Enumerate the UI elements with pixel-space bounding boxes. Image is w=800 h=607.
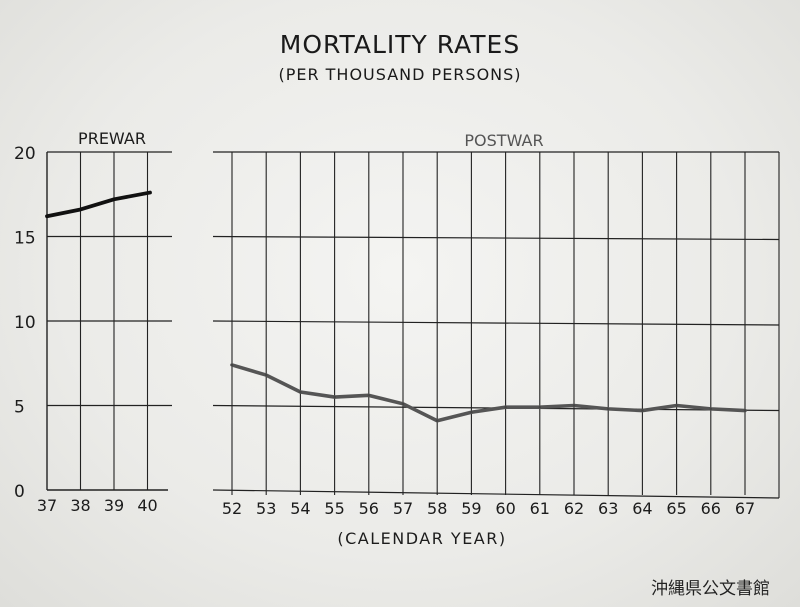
postwar-panel-label: POSTWAR bbox=[464, 131, 543, 150]
postwar-data-point bbox=[538, 405, 541, 409]
postwar-data-point bbox=[709, 407, 712, 411]
x-axis-title: (CALENDAR YEAR) bbox=[337, 529, 506, 548]
postwar-x-tick-label: 60 bbox=[495, 499, 515, 518]
chart-title: MORTALITY RATES bbox=[279, 30, 521, 59]
chart-subtitle: (PER THOUSAND PERSONS) bbox=[278, 65, 522, 84]
postwar-data-point bbox=[572, 404, 576, 407]
postwar-x-tick-label: 55 bbox=[324, 499, 344, 518]
postwar-data-point bbox=[333, 395, 336, 399]
postwar-gridline bbox=[212, 235, 780, 241]
postwar-x-tick-label: 62 bbox=[564, 499, 584, 518]
postwar-data-point bbox=[367, 394, 370, 397]
postwar-x-tick-label: 54 bbox=[290, 499, 310, 518]
y-tick-label: 5 bbox=[14, 398, 25, 418]
postwar-x-tick-label: 58 bbox=[427, 499, 447, 518]
y-tick-label: 20 bbox=[14, 144, 36, 164]
prewar-x-tick-label: 37 bbox=[37, 496, 57, 515]
postwar-data-point bbox=[436, 419, 439, 422]
postwar-data-point bbox=[743, 409, 747, 412]
postwar-data-point bbox=[641, 409, 644, 412]
postwar-data-point bbox=[607, 407, 610, 411]
prewar-x-tick-label: 40 bbox=[137, 496, 157, 515]
postwar-gridline bbox=[212, 489, 780, 499]
prewar-data-point bbox=[79, 208, 82, 211]
postwar-x-tick-label: 59 bbox=[461, 499, 481, 518]
postwar-x-tick-label: 56 bbox=[359, 499, 379, 518]
postwar-data-point bbox=[265, 373, 268, 377]
postwar-x-tick-label: 57 bbox=[393, 499, 413, 518]
postwar-data-point bbox=[504, 405, 507, 409]
archive-stamp: 沖縄県公文書館 bbox=[651, 579, 770, 599]
postwar-x-tick-label: 52 bbox=[222, 499, 242, 518]
prewar-x-tick-label: 38 bbox=[70, 496, 90, 515]
prewar-data-point bbox=[112, 198, 116, 201]
prewar-data-point bbox=[45, 215, 49, 218]
postwar-x-tick-label: 53 bbox=[256, 499, 276, 518]
postwar-series-line bbox=[230, 363, 747, 423]
postwar-x-tick-label: 61 bbox=[530, 499, 550, 518]
postwar-data-point bbox=[401, 402, 405, 406]
prewar-data-point bbox=[148, 191, 152, 194]
postwar-gridline bbox=[212, 320, 780, 326]
postwar-data-point bbox=[230, 363, 234, 367]
postwar-x-tick-label: 63 bbox=[598, 499, 618, 518]
postwar-x-tick-label: 65 bbox=[666, 499, 686, 518]
postwar-data-point bbox=[470, 411, 473, 414]
postwar-x-tick-label: 66 bbox=[701, 499, 721, 518]
prewar-series-line bbox=[45, 190, 152, 219]
prewar-panel-label: PREWAR bbox=[78, 129, 146, 148]
y-tick-label: 15 bbox=[14, 229, 36, 249]
postwar-data-point bbox=[675, 404, 678, 407]
postwar-x-tick-label: 67 bbox=[735, 499, 755, 518]
y-tick-label: 0 bbox=[14, 482, 25, 502]
prewar-x-tick-label: 39 bbox=[104, 496, 124, 515]
y-tick-label: 10 bbox=[14, 313, 36, 333]
postwar-data-point bbox=[299, 390, 302, 394]
postwar-x-tick-label: 64 bbox=[632, 499, 652, 518]
